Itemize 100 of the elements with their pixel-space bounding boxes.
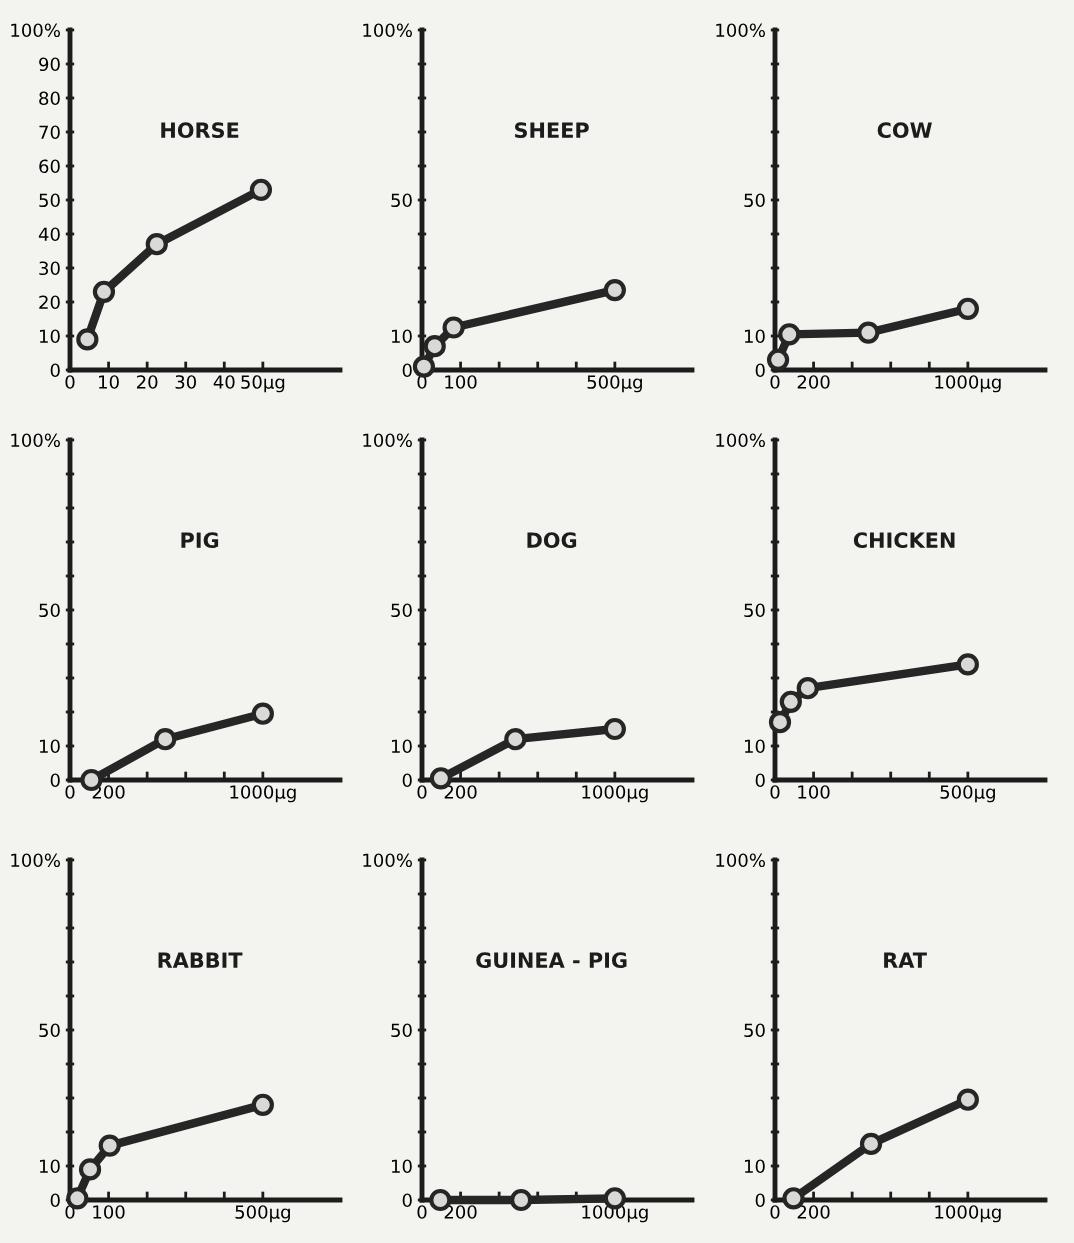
y-tick-label: 0 (755, 1193, 765, 1208)
y-tick-label: 0 (755, 363, 765, 378)
point (956, 297, 979, 320)
point (76, 328, 99, 351)
y-tick-label: 0 (402, 1193, 412, 1208)
x-tick-label: 1000µg (230, 785, 296, 803)
y-tick-label: 100% (363, 433, 412, 448)
y-tick-label: 100% (716, 853, 765, 868)
x-tick-label: 100 (93, 1205, 125, 1219)
y-tick-label: 50 (744, 1023, 765, 1038)
y-tick-label: 50 (391, 603, 412, 618)
point (504, 728, 527, 751)
text: SHEEP (515, 122, 589, 139)
y-tick-label: 20 (39, 295, 60, 310)
y-tick-label: 60 (39, 159, 60, 174)
y-tick-label: 0 (50, 1193, 60, 1208)
x-tick-label: 500µg (235, 1205, 290, 1223)
y-tick-label: 10 (391, 329, 412, 344)
point (423, 335, 446, 358)
y-tick-label: 50 (39, 603, 60, 618)
point (796, 677, 819, 700)
y-tick-label: 50 (39, 193, 60, 208)
point (857, 321, 880, 344)
y-tick-label: 100% (363, 23, 412, 38)
y-tick-label: 90 (39, 57, 60, 72)
y-tick-label: 50 (744, 193, 765, 208)
y-tick-label: 100% (11, 23, 60, 38)
x-tick-label: 200 (444, 785, 477, 799)
point (442, 316, 465, 339)
point (251, 1093, 274, 1116)
y-tick-label: 10 (391, 1159, 412, 1174)
x-tick-label: 1000µg (935, 1205, 1001, 1223)
point (92, 280, 116, 303)
y-tick-label: 50 (39, 1023, 60, 1038)
x-tick-label: 10 (99, 375, 119, 389)
point (779, 690, 802, 713)
y-tick-label: 40 (38, 227, 60, 242)
y-tick-label: 100% (716, 433, 765, 448)
text: RAT (884, 952, 927, 968)
y-tick-label: 30 (39, 261, 60, 276)
y-tick-label: 0 (50, 363, 60, 378)
y-tick-label: 10 (39, 1159, 60, 1174)
x-tick-label: 40 (213, 375, 235, 389)
y-tick-label: 100% (716, 23, 765, 38)
point (98, 1134, 121, 1157)
y-tick-label: 10 (744, 1159, 765, 1174)
x-tick-label: 0 (65, 785, 75, 799)
y-tick-label: 100% (363, 853, 412, 868)
y-tick-label: 10 (391, 739, 412, 754)
x-tick-label: 200 (797, 1205, 830, 1219)
y-tick-label: 80 (39, 91, 60, 106)
point (145, 233, 168, 256)
x-tick-label: 200 (797, 375, 830, 389)
x-tick-label: 0 (770, 1205, 780, 1219)
y-tick-label: 10 (39, 739, 60, 754)
y-tick-label: 70 (39, 125, 60, 140)
text: CHICKEN (853, 532, 955, 549)
y-tick-label: 0 (755, 773, 765, 788)
x-tick-label: 0 (417, 1205, 427, 1219)
point (603, 717, 626, 741)
x-tick-label: 100 (445, 375, 477, 389)
point (249, 178, 273, 201)
x-tick-label: 0 (417, 785, 427, 799)
point (778, 323, 801, 346)
point (956, 653, 979, 676)
point (768, 711, 792, 734)
point (251, 702, 274, 725)
point (603, 278, 626, 302)
point (766, 348, 790, 371)
x-tick-label: 20 (136, 375, 158, 389)
x-tick-label: 0 (770, 375, 780, 389)
y-tick-label: 0 (50, 773, 60, 788)
y-tick-label: 0 (402, 773, 412, 788)
x-tick-label: 1000µg (935, 375, 1001, 393)
y-tick-label: 100% (11, 433, 60, 448)
x-tick-label: 30 (175, 375, 196, 389)
point (956, 1088, 979, 1111)
y-tick-label: 50 (744, 603, 765, 618)
point (154, 728, 177, 751)
text: PIG (181, 532, 219, 549)
y-tick-label: 10 (744, 329, 765, 344)
text: COW (877, 122, 932, 139)
point (78, 1158, 102, 1181)
text: GUINEA - PIG (476, 952, 627, 969)
x-tick-label: 0 (65, 375, 75, 389)
text: RABBIT (158, 952, 243, 968)
x-tick-label: 50µg (241, 375, 285, 393)
x-tick-label: 200 (444, 1205, 477, 1219)
x-tick-label: 0 (770, 785, 780, 799)
x-tick-label: 500µg (587, 375, 642, 393)
point (412, 355, 436, 378)
x-tick-label: 100 (798, 785, 830, 799)
y-tick-label: 50 (391, 1023, 412, 1038)
y-tick-label: 100% (11, 853, 60, 868)
text: HORSE (161, 122, 239, 139)
y-tick-label: 10 (744, 739, 765, 754)
y-tick-label: 10 (39, 329, 60, 344)
x-tick-label: 1000µg (582, 785, 648, 803)
point (859, 1132, 883, 1156)
x-tick-label: 500µg (940, 785, 995, 803)
